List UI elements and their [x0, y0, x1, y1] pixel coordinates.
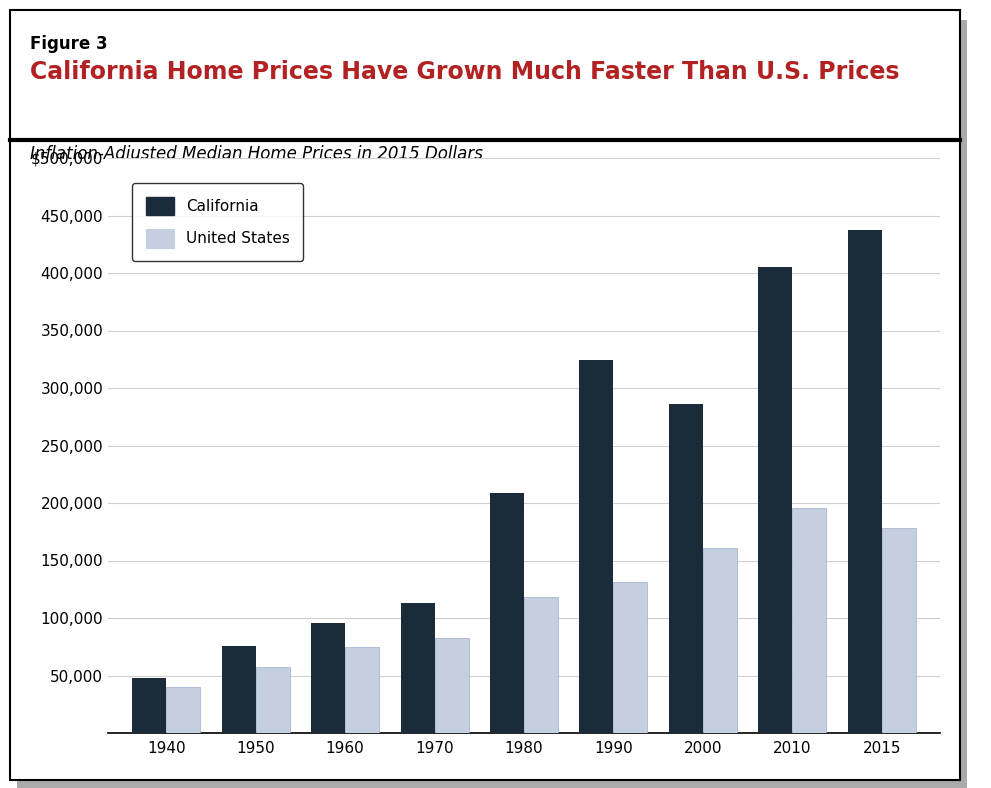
Bar — [256, 667, 289, 733]
Bar — [613, 582, 647, 733]
Text: Figure 3: Figure 3 — [30, 35, 108, 53]
Bar — [758, 267, 793, 733]
Bar — [434, 637, 469, 733]
Bar — [345, 647, 380, 733]
Text: Inflation-Adjusted Median Home Prices in 2015 Dollars: Inflation-Adjusted Median Home Prices in… — [30, 145, 483, 163]
Bar — [132, 678, 166, 733]
Polygon shape — [10, 10, 960, 780]
Bar — [311, 623, 345, 733]
Bar — [669, 404, 703, 733]
Bar — [400, 603, 434, 733]
Text: California Home Prices Have Grown Much Faster Than U.S. Prices: California Home Prices Have Grown Much F… — [30, 60, 900, 84]
Bar — [703, 548, 737, 733]
Polygon shape — [17, 20, 967, 788]
Legend: California, United States: California, United States — [132, 183, 303, 262]
Bar — [166, 687, 200, 733]
Bar — [882, 528, 916, 733]
Bar — [580, 360, 613, 733]
Bar — [222, 645, 256, 733]
Bar — [793, 507, 826, 733]
Bar — [848, 230, 882, 733]
Bar — [490, 492, 524, 733]
Bar — [524, 597, 558, 733]
